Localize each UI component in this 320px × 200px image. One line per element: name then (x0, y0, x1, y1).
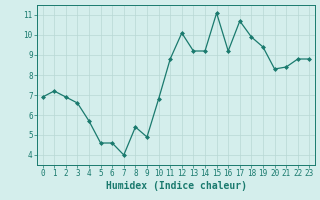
X-axis label: Humidex (Indice chaleur): Humidex (Indice chaleur) (106, 181, 246, 191)
